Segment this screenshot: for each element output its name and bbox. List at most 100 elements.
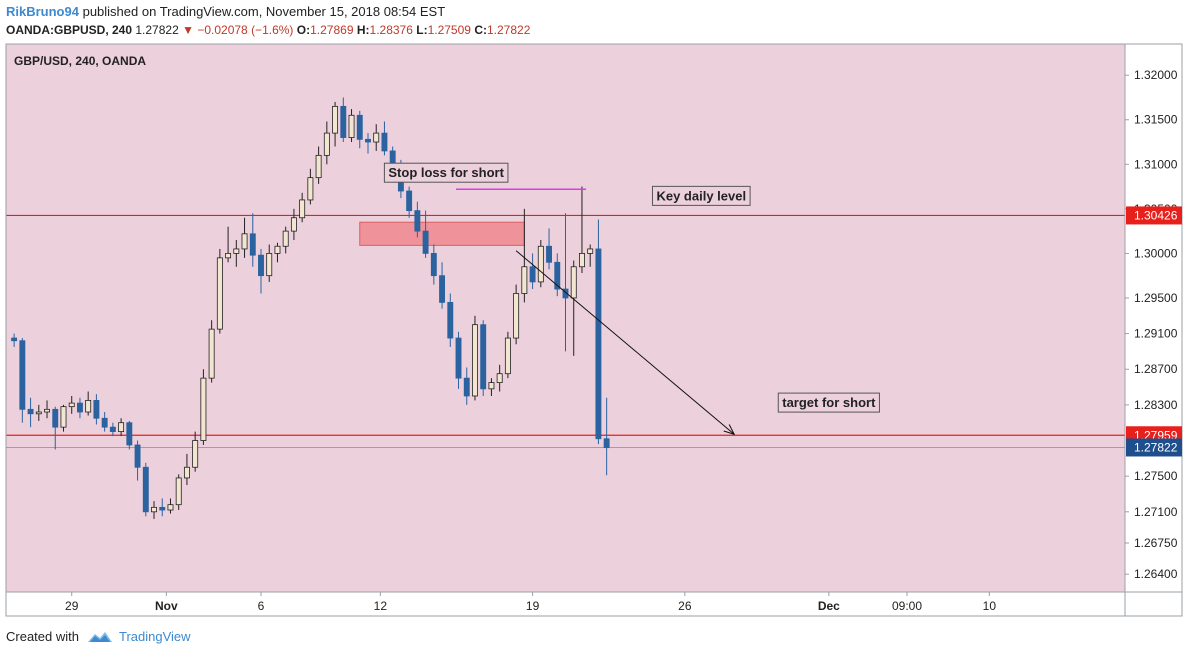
time-axis[interactable]: 29 Nov 6 12 19 26 Dec 09:00 10: [65, 592, 996, 613]
price-axis[interactable]: 1.320001.315001.310001.305001.300001.295…: [1125, 68, 1182, 581]
candle: [274, 242, 281, 263]
annotation-text: target for short: [782, 395, 876, 410]
close-value: 1.27822: [486, 23, 531, 37]
candle-body: [348, 114, 355, 138]
candle-body: [225, 252, 232, 259]
candle: [101, 412, 108, 432]
x-tick-label: 6: [258, 599, 265, 613]
candle-body: [60, 406, 67, 428]
candle: [109, 422, 116, 437]
candle-body: [290, 217, 297, 232]
candle-body: [332, 105, 339, 134]
candle: [537, 240, 544, 288]
high-value: 1.28376: [369, 23, 413, 37]
candle-body: [249, 233, 256, 256]
candle-body: [570, 266, 577, 299]
candle-body: [68, 402, 75, 408]
candle-body: [546, 245, 552, 263]
candle-body: [85, 400, 92, 413]
candle-body: [447, 302, 454, 339]
candle: [183, 453, 190, 486]
candle-body: [52, 408, 59, 428]
candle: [603, 397, 610, 476]
candle: [348, 109, 355, 143]
y-tick-label: 1.27100: [1134, 505, 1178, 519]
y-tick-label: 1.29100: [1134, 327, 1178, 341]
candle-body: [488, 382, 495, 390]
x-tick-label: 26: [678, 599, 692, 613]
candle: [192, 431, 199, 472]
candle: [126, 420, 133, 450]
x-tick-label: 12: [374, 599, 388, 613]
candle-body: [109, 426, 116, 433]
candle-body: [463, 377, 470, 397]
candle-body: [35, 411, 42, 415]
supply-zone: [359, 221, 525, 246]
candle-body: [455, 337, 462, 379]
candle: [554, 253, 561, 297]
y-tick-label: 1.26400: [1134, 567, 1178, 581]
candle: [504, 331, 511, 379]
candle-body: [562, 288, 569, 299]
candle: [60, 404, 67, 432]
candle: [85, 391, 92, 416]
candle-body: [381, 132, 388, 152]
author-link[interactable]: RikBruno94: [6, 4, 79, 19]
candle-body: [513, 293, 520, 339]
x-tick-label: 29: [65, 599, 79, 613]
candle-body: [587, 248, 594, 254]
y-tick-label: 1.29500: [1134, 291, 1178, 305]
candle-body: [554, 261, 561, 290]
x-tick-label: Dec: [818, 599, 840, 613]
candle-body: [167, 504, 174, 511]
candle-body: [208, 328, 215, 379]
candle-body: [93, 400, 100, 419]
candle: [175, 474, 182, 511]
candle: [521, 208, 528, 303]
open-value: 1.27869: [310, 23, 354, 37]
candle: [68, 395, 75, 414]
open-label: O:: [296, 23, 311, 37]
price-badge-label: 1.27822: [1134, 440, 1178, 454]
created-with-text: Created with: [6, 629, 79, 644]
candle-body: [496, 373, 503, 384]
x-tick-label: 19: [526, 599, 540, 613]
candle-body: [307, 177, 314, 201]
chart-frame: [5, 43, 1183, 617]
candle-body: [44, 408, 50, 413]
candle-body: [603, 438, 610, 449]
candle-body: [406, 190, 413, 212]
candle-body: [422, 230, 429, 254]
candle-body: [323, 132, 330, 156]
tradingview-link[interactable]: TradingView: [118, 629, 191, 644]
annotation-text: Stop loss for short: [388, 165, 504, 180]
candle-body: [233, 248, 240, 254]
candle: [249, 213, 256, 267]
candle: [381, 121, 388, 156]
candle-body: [579, 252, 585, 268]
candle: [406, 186, 413, 218]
y-tick-label: 1.28700: [1134, 362, 1178, 376]
candle-body: [159, 506, 166, 511]
candle: [19, 338, 26, 423]
candle-body: [183, 466, 190, 479]
candle: [356, 110, 363, 149]
y-tick-label: 1.32000: [1134, 68, 1178, 82]
candle-body: [439, 275, 446, 303]
candle: [200, 369, 207, 445]
candle: [142, 462, 149, 517]
candle-body: [77, 402, 83, 413]
candle: [422, 210, 429, 258]
candle-body: [521, 266, 528, 294]
low-value: 1.27509: [427, 23, 471, 37]
candle-body: [356, 114, 363, 140]
candle: [579, 186, 585, 274]
candle: [11, 333, 18, 347]
candle: [365, 133, 371, 154]
price-badge-bg: [1126, 206, 1182, 225]
x-tick-label: 10: [983, 599, 997, 613]
y-tick-label: 1.31000: [1134, 157, 1178, 171]
candle: [414, 201, 421, 238]
x-tick-label: Nov: [155, 599, 178, 613]
